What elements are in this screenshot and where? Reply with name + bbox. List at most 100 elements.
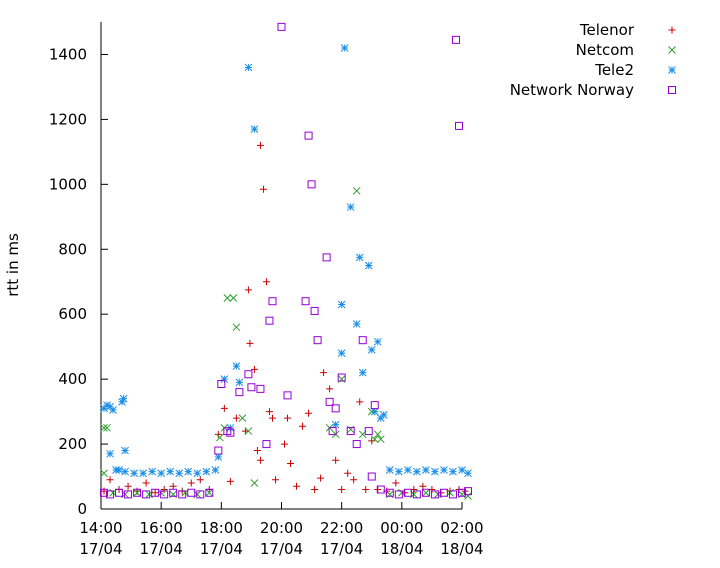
point-telenor bbox=[368, 437, 376, 445]
legend-marker-telenor bbox=[668, 26, 676, 34]
point-tele2 bbox=[106, 449, 114, 458]
point-netcom bbox=[346, 425, 355, 434]
point-tele2 bbox=[103, 401, 111, 409]
point-network-norway bbox=[277, 22, 286, 31]
point-network-norway bbox=[301, 297, 310, 306]
x-tick-date-label: 17/04 bbox=[320, 540, 363, 558]
point-tele2 bbox=[121, 467, 129, 476]
series-network-norway bbox=[100, 22, 473, 499]
point-network-norway bbox=[151, 488, 160, 497]
point-tele2 bbox=[109, 406, 117, 414]
point-network-norway bbox=[307, 180, 316, 189]
point-network-norway bbox=[283, 391, 292, 400]
point-network-norway bbox=[364, 427, 373, 436]
point-netcom bbox=[223, 294, 232, 302]
point-telenor bbox=[244, 286, 252, 294]
point-network-norway bbox=[439, 488, 448, 497]
point-network-norway bbox=[358, 336, 367, 345]
point-tele2 bbox=[112, 466, 120, 474]
y-tick-label: 0 bbox=[77, 500, 87, 518]
point-netcom bbox=[244, 427, 253, 435]
point-netcom bbox=[205, 488, 214, 497]
point-network-norway bbox=[169, 488, 178, 497]
point-network-norway bbox=[346, 427, 355, 436]
point-telenor bbox=[356, 398, 364, 406]
point-network-norway bbox=[313, 336, 322, 345]
x-tick-time-label: 00:00 bbox=[380, 519, 423, 537]
y-axis-label: rtt in ms bbox=[4, 233, 22, 297]
point-network-norway bbox=[376, 485, 385, 494]
x-tick-time-label: 20:00 bbox=[260, 519, 303, 537]
point-network-norway bbox=[352, 440, 361, 449]
point-network-norway bbox=[268, 297, 277, 306]
point-network-norway bbox=[265, 316, 274, 325]
point-network-norway bbox=[337, 373, 346, 382]
legend-label-tele2: Tele2 bbox=[594, 61, 634, 79]
point-tele2 bbox=[413, 467, 421, 476]
point-telenor bbox=[246, 339, 254, 347]
point-telenor bbox=[262, 278, 270, 286]
point-telenor bbox=[344, 469, 352, 477]
point-tele2 bbox=[364, 261, 373, 270]
point-network-norway bbox=[412, 490, 421, 499]
point-network-norway bbox=[262, 440, 271, 449]
x-tick-date-label: 18/04 bbox=[440, 540, 483, 558]
point-tele2 bbox=[331, 420, 340, 429]
point-telenor bbox=[332, 456, 340, 464]
point-tele2 bbox=[373, 337, 382, 346]
point-tele2 bbox=[235, 378, 244, 387]
point-network-norway bbox=[328, 427, 337, 436]
point-tele2 bbox=[352, 320, 361, 328]
point-network-norway bbox=[142, 490, 151, 499]
series-netcom bbox=[100, 186, 472, 500]
point-tele2 bbox=[385, 466, 394, 474]
point-telenor bbox=[232, 414, 240, 422]
x-tick-time-label: 18:00 bbox=[200, 519, 243, 537]
point-network-norway bbox=[247, 383, 256, 392]
point-tele2 bbox=[358, 368, 367, 377]
point-telenor bbox=[226, 477, 234, 485]
point-network-norway bbox=[370, 401, 379, 410]
point-network-norway bbox=[115, 488, 124, 497]
point-tele2 bbox=[139, 469, 147, 478]
point-netcom bbox=[422, 488, 430, 497]
point-netcom bbox=[337, 375, 346, 383]
x-tick-date-label: 17/04 bbox=[79, 540, 122, 558]
y-tick-label: 1400 bbox=[49, 45, 87, 63]
point-tele2 bbox=[355, 253, 364, 262]
x-tick-time-label: 16:00 bbox=[140, 519, 183, 537]
point-network-norway bbox=[226, 428, 235, 437]
point-netcom bbox=[373, 430, 382, 439]
point-network-norway bbox=[403, 488, 412, 497]
point-netcom bbox=[376, 435, 385, 444]
point-network-norway bbox=[451, 35, 460, 44]
y-tick-label: 1200 bbox=[49, 110, 87, 128]
point-telenor bbox=[287, 460, 295, 468]
y-tick-label: 800 bbox=[58, 240, 87, 258]
point-telenor bbox=[196, 476, 204, 484]
point-network-norway bbox=[310, 306, 319, 315]
point-network-norway bbox=[385, 488, 394, 497]
point-telenor bbox=[293, 482, 301, 490]
point-tele2 bbox=[184, 467, 193, 476]
x-tick-date-label: 17/04 bbox=[260, 540, 303, 558]
point-network-norway bbox=[196, 490, 205, 499]
point-network-norway bbox=[160, 490, 169, 499]
point-telenor bbox=[284, 414, 292, 422]
point-netcom bbox=[238, 414, 247, 422]
point-network-norway bbox=[205, 488, 214, 497]
point-telenor bbox=[362, 486, 370, 494]
point-telenor bbox=[151, 489, 159, 497]
axes: 0 200 400 600 800 1000 1200 1400 14:00 17/04 16:00… bbox=[49, 22, 484, 558]
point-telenor bbox=[281, 440, 289, 448]
point-netcom bbox=[100, 423, 108, 432]
point-telenor bbox=[253, 447, 261, 455]
point-telenor bbox=[106, 476, 114, 484]
point-telenor bbox=[320, 369, 328, 377]
point-telenor bbox=[350, 476, 358, 484]
point-telenor bbox=[419, 482, 427, 490]
point-telenor bbox=[268, 414, 276, 422]
point-network-norway bbox=[124, 490, 133, 499]
point-telenor bbox=[256, 456, 264, 464]
x-tick-time-label: 22:00 bbox=[320, 519, 363, 537]
